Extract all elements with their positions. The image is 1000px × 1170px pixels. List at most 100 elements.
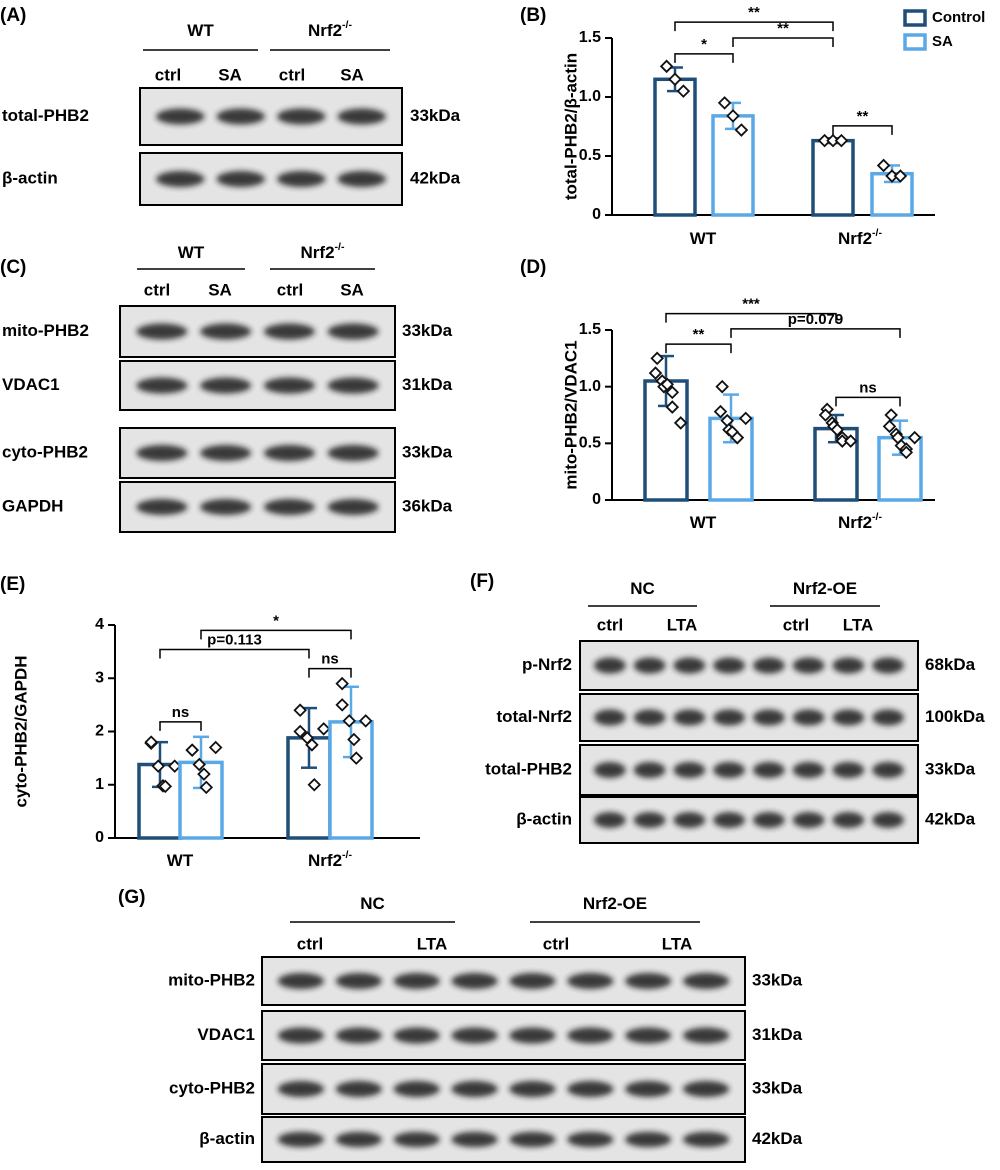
lane-label: ctrl bbox=[297, 934, 323, 953]
data-point bbox=[715, 379, 729, 394]
band bbox=[713, 762, 746, 778]
group-label: NC bbox=[360, 894, 385, 913]
size-label: 36kDa bbox=[402, 496, 453, 515]
group-label: Nrf2-/- bbox=[838, 511, 882, 533]
band bbox=[335, 973, 382, 989]
data-point bbox=[293, 724, 307, 739]
band bbox=[872, 762, 905, 778]
label-text: Nrf2 bbox=[308, 851, 342, 870]
significance-bracket bbox=[200, 629, 352, 640]
blot-strip bbox=[579, 796, 919, 844]
data-point bbox=[648, 366, 663, 380]
band bbox=[200, 323, 252, 340]
significance-bracket bbox=[730, 328, 901, 338]
band bbox=[200, 445, 252, 461]
band bbox=[625, 1027, 672, 1044]
row-label: mito-PHB2 bbox=[168, 970, 255, 989]
group-label: WT bbox=[167, 851, 194, 870]
superscript: -/- bbox=[872, 511, 882, 523]
label-text: Nrf2 bbox=[838, 513, 872, 532]
significance-bracket bbox=[665, 312, 837, 323]
superscript: -/- bbox=[335, 241, 345, 253]
lane-label: SA bbox=[340, 65, 364, 84]
data-point bbox=[192, 757, 207, 772]
lane-label: ctrl bbox=[277, 280, 303, 299]
band bbox=[136, 323, 188, 340]
band bbox=[713, 709, 746, 726]
band bbox=[832, 762, 865, 778]
group-label: NC bbox=[630, 579, 655, 598]
band bbox=[752, 657, 785, 674]
data-point bbox=[713, 404, 728, 419]
data-point bbox=[347, 732, 361, 747]
band bbox=[335, 1027, 382, 1044]
group-label: Nrf2-/- bbox=[838, 227, 882, 249]
significance-label: ** bbox=[693, 326, 705, 343]
data-point bbox=[738, 411, 753, 426]
band bbox=[509, 1027, 556, 1044]
y-tick-label: 0 bbox=[95, 829, 104, 846]
data-point bbox=[893, 169, 908, 183]
row-label: total-Nrf2 bbox=[496, 707, 572, 726]
label-text: Nrf2 bbox=[301, 243, 335, 262]
data-point bbox=[158, 779, 173, 794]
band bbox=[451, 1027, 498, 1044]
data-point bbox=[884, 408, 898, 422]
data-point bbox=[830, 422, 845, 437]
band bbox=[633, 709, 666, 726]
data-point bbox=[307, 777, 322, 792]
band bbox=[832, 657, 865, 674]
band bbox=[832, 709, 865, 726]
lane-label: LTA bbox=[662, 934, 693, 953]
data-point bbox=[358, 714, 373, 728]
lane-label: LTA bbox=[417, 934, 448, 953]
group-label: WT bbox=[690, 229, 717, 248]
band bbox=[625, 1131, 672, 1148]
size-label: 33kDa bbox=[752, 1078, 803, 1097]
legend-label: Control bbox=[932, 9, 985, 26]
y-axis-title: cyto-PHB2/GAPDH bbox=[11, 655, 30, 807]
size-label: 31kDa bbox=[402, 375, 453, 394]
band bbox=[509, 973, 556, 989]
y-axis-title: mito-PHB2/VDAC1 bbox=[561, 340, 580, 489]
superscript: -/- bbox=[342, 19, 352, 31]
label-text: NC bbox=[360, 894, 385, 913]
data-point bbox=[730, 430, 745, 445]
data-point bbox=[660, 377, 675, 392]
y-tick-label: 4 bbox=[95, 616, 104, 633]
band bbox=[633, 812, 666, 828]
bar bbox=[653, 77, 697, 217]
y-tick-label: 0 bbox=[592, 491, 601, 508]
band bbox=[567, 1027, 614, 1044]
row-label: p-Nrf2 bbox=[522, 655, 572, 674]
band bbox=[451, 973, 498, 989]
significance-bracket bbox=[732, 37, 834, 47]
lane-label: ctrl bbox=[155, 65, 181, 84]
label-text: NC bbox=[630, 579, 655, 598]
significance-bracket bbox=[159, 648, 310, 659]
size-label: 33kDa bbox=[925, 759, 976, 778]
band bbox=[509, 1081, 556, 1097]
lane-label: ctrl bbox=[279, 65, 305, 84]
band bbox=[567, 1131, 614, 1148]
significance-label: ** bbox=[857, 108, 869, 125]
row-label: total-PHB2 bbox=[2, 106, 89, 125]
band bbox=[136, 499, 188, 515]
lane-label: SA bbox=[340, 280, 364, 299]
group-label: WT bbox=[187, 21, 214, 40]
data-point bbox=[876, 158, 891, 173]
band bbox=[277, 1027, 325, 1044]
data-point bbox=[668, 72, 682, 87]
data-point bbox=[659, 59, 674, 74]
size-label: 33kDa bbox=[410, 106, 461, 125]
size-label: 42kDa bbox=[410, 168, 461, 187]
row-label: GAPDH bbox=[2, 496, 63, 515]
band bbox=[593, 709, 626, 726]
y-tick-label: 1.0 bbox=[579, 378, 601, 395]
legend-label: SA bbox=[932, 33, 953, 50]
band bbox=[872, 812, 905, 828]
label-text: WT bbox=[690, 513, 717, 532]
lane-label: ctrl bbox=[597, 615, 623, 634]
band bbox=[277, 1081, 325, 1097]
